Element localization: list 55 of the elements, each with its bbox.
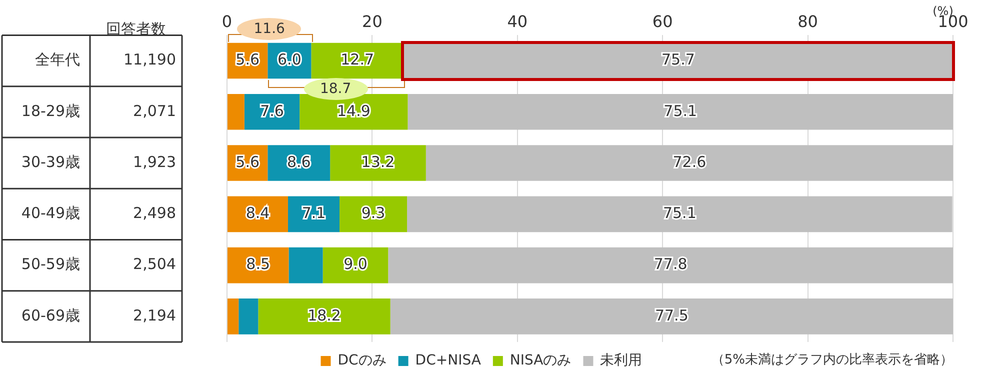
bar <box>407 196 952 232</box>
data-label: 12.7 <box>340 50 374 69</box>
bar <box>388 247 953 284</box>
y-tick-label: 全年代 <box>35 50 80 69</box>
legend-label: NISAのみ <box>510 352 572 369</box>
y-tick-label: 40-49歳 <box>21 204 80 222</box>
annotation: 18.7 <box>304 78 368 100</box>
text: 2,194 <box>133 306 176 324</box>
data-label: 5.6 <box>236 50 260 69</box>
y-tick-label: 60-69歳 <box>21 306 80 324</box>
data-label: 7.6 <box>260 102 284 120</box>
text: 2,498 <box>133 204 176 222</box>
y-tick-label: 50-59歳 <box>21 255 80 274</box>
data-label: 18.2 <box>308 306 341 324</box>
legend-label: DC+NISA <box>415 352 482 369</box>
annotation: 11.6 <box>237 18 302 40</box>
data-label: 77.5 <box>654 306 688 324</box>
bar <box>390 298 953 334</box>
data-label: 7.1 <box>302 204 326 222</box>
data-label: 5.6 <box>236 152 260 171</box>
x-tick-label: 60 <box>652 12 673 31</box>
data-label: 8.4 <box>246 204 270 222</box>
bar <box>330 145 426 181</box>
bar <box>408 94 953 130</box>
text: 1,923 <box>133 152 176 171</box>
bar <box>228 94 244 130</box>
bar <box>238 298 258 334</box>
y-tick-label: 18-29歳 <box>21 102 80 120</box>
data-label: 9.0 <box>344 255 368 274</box>
data-label: 77.8 <box>654 255 688 274</box>
data-label: 72.6 <box>672 152 706 171</box>
text: （5%未満はグラフ内の比率表示を省略） <box>711 351 953 368</box>
text: 2,071 <box>133 102 176 120</box>
legend-label: 未利用 <box>600 352 642 369</box>
text: 11,190 <box>124 50 176 69</box>
data-label: 8.5 <box>246 255 270 274</box>
data-label: 75.1 <box>664 102 698 120</box>
bar <box>258 298 390 334</box>
data-label: 13.2 <box>361 152 395 171</box>
x-tick-label: 20 <box>362 12 382 31</box>
bar <box>228 298 239 334</box>
data-label: 14.9 <box>336 102 370 120</box>
data-label: 75.7 <box>662 50 695 69</box>
data-label: 75.1 <box>662 204 696 222</box>
y-tick-label: 30-39歳 <box>21 152 80 171</box>
data-label: 6.0 <box>278 50 302 69</box>
bar <box>426 145 953 181</box>
bar <box>288 247 323 284</box>
x-tick-label: 80 <box>798 12 818 31</box>
data-label: 8.6 <box>286 152 311 171</box>
legend-label: DCのみ <box>338 352 386 369</box>
data-label: 9.3 <box>361 204 386 222</box>
text: 2,504 <box>133 255 176 274</box>
x-tick-label: 0 <box>222 12 232 31</box>
x-tick-label: 40 <box>507 12 528 31</box>
